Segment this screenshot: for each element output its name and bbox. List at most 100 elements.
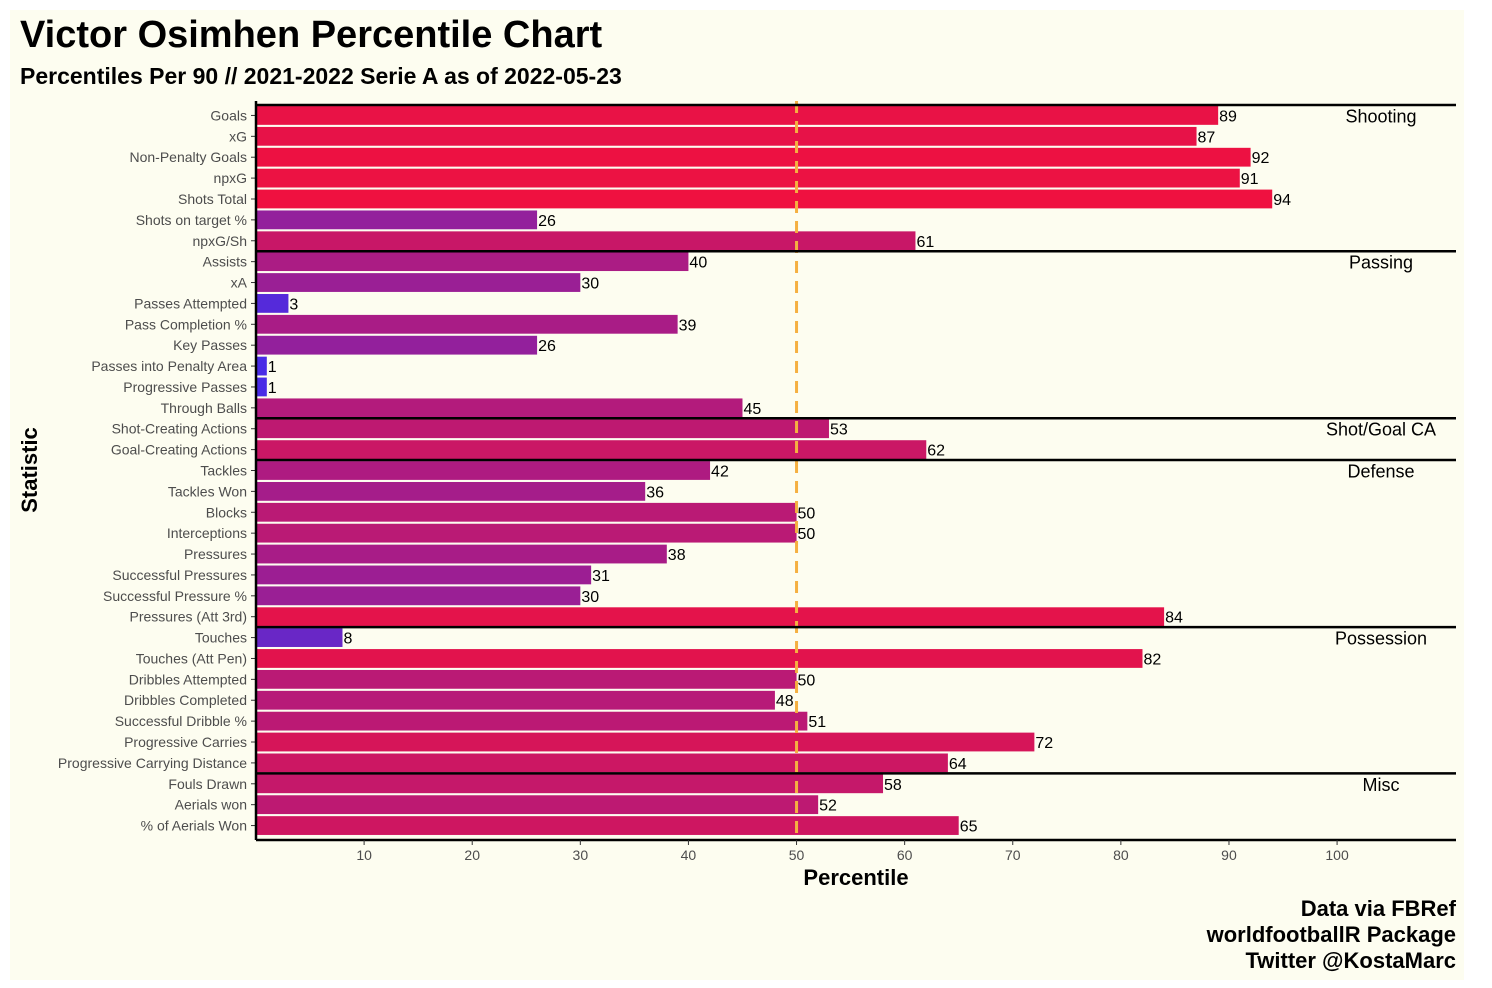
- category-label-28: Dribbles Attempted: [129, 671, 247, 687]
- group-label-2: Passing: [1349, 253, 1413, 273]
- category-label-18: Tackles: [200, 463, 247, 479]
- bar-10: [256, 294, 289, 313]
- bar-17: [256, 440, 927, 460]
- bar-3: [256, 147, 1251, 167]
- bar-16: [256, 419, 829, 439]
- category-label-10: Passes Attempted: [134, 295, 247, 311]
- category-label-24: Successful Pressure %: [103, 588, 247, 604]
- category-label-17: Goal-Creating Actions: [111, 442, 247, 458]
- value-label-31: 72: [1035, 735, 1053, 752]
- value-label-23: 31: [592, 568, 610, 585]
- value-label-27: 82: [1143, 651, 1161, 668]
- value-label-12: 26: [538, 338, 556, 355]
- x-tick-label-7: 70: [1005, 847, 1021, 863]
- value-label-30: 51: [808, 714, 826, 731]
- group-label-5: Possession: [1335, 629, 1427, 649]
- category-label-32: Progressive Carrying Distance: [58, 755, 247, 771]
- bar-20: [256, 502, 797, 522]
- bar-26: [256, 628, 343, 647]
- value-label-5: 94: [1273, 192, 1291, 209]
- category-label-16: Shot-Creating Actions: [112, 421, 247, 437]
- value-label-14: 1: [268, 380, 277, 397]
- chart-subtitle: Percentiles Per 90 // 2021-2022 Serie A …: [20, 63, 622, 89]
- bar-32: [256, 753, 948, 773]
- category-label-26: Touches: [195, 630, 247, 646]
- x-tick-label-9: 90: [1221, 847, 1237, 863]
- value-label-8: 40: [689, 255, 707, 272]
- category-label-13: Passes into Penalty Area: [91, 358, 247, 374]
- bar-24: [256, 586, 581, 606]
- x-tick-label-10: 100: [1325, 847, 1349, 863]
- value-label-33: 58: [884, 777, 902, 794]
- bar-12: [256, 335, 538, 355]
- category-label-33: Fouls Drawn: [168, 776, 247, 792]
- category-label-35: % of Aerials Won: [141, 818, 247, 834]
- value-label-1: 89: [1219, 108, 1237, 125]
- bar-30: [256, 711, 808, 731]
- value-label-13: 1: [268, 359, 277, 376]
- x-tick-label-3: 30: [573, 847, 589, 863]
- bar-13: [256, 356, 267, 376]
- bar-4: [256, 168, 1240, 188]
- value-label-21: 50: [798, 526, 816, 543]
- category-label-7: npxG/Sh: [193, 233, 247, 249]
- value-label-4: 91: [1241, 171, 1259, 188]
- bar-19: [256, 481, 646, 501]
- value-label-3: 92: [1252, 150, 1270, 167]
- category-label-27: Touches (Att Pen): [136, 650, 247, 666]
- category-label-11: Pass Completion %: [125, 316, 247, 332]
- value-label-22: 38: [668, 547, 686, 564]
- category-label-29: Dribbles Completed: [124, 692, 247, 708]
- bar-22: [256, 544, 667, 564]
- x-axis-title: Percentile: [803, 865, 908, 890]
- category-label-22: Pressures: [184, 546, 247, 562]
- category-label-21: Interceptions: [167, 525, 247, 541]
- value-label-11: 39: [679, 317, 697, 334]
- x-tick-label-5: 50: [789, 847, 805, 863]
- category-label-6: Shots on target %: [136, 212, 247, 228]
- group-label-1: Shooting: [1345, 106, 1416, 126]
- bar-23: [256, 565, 592, 585]
- bar-5: [256, 189, 1273, 209]
- category-label-19: Tackles Won: [168, 483, 247, 499]
- category-label-1: Goals: [210, 107, 247, 123]
- category-label-12: Key Passes: [173, 337, 247, 353]
- caption-line-source: Data via FBRef: [1300, 896, 1456, 921]
- value-label-24: 30: [581, 589, 599, 606]
- category-label-15: Through Balls: [161, 400, 247, 416]
- bar-34: [256, 795, 819, 815]
- category-label-30: Successful Dribble %: [115, 713, 247, 729]
- bar-25: [256, 607, 1165, 627]
- caption: Data via FBRef worldfootballR Package Tw…: [1207, 896, 1456, 974]
- category-label-8: Assists: [203, 254, 247, 270]
- group-label-4: Defense: [1347, 462, 1414, 482]
- value-label-17: 62: [927, 443, 945, 460]
- bar-31: [256, 732, 1035, 752]
- category-label-23: Successful Pressures: [112, 567, 247, 583]
- value-label-2: 87: [1198, 129, 1216, 146]
- value-label-29: 48: [776, 693, 794, 710]
- category-label-14: Progressive Passes: [123, 379, 247, 395]
- value-label-25: 84: [1165, 610, 1183, 627]
- bar-7: [256, 231, 916, 251]
- category-label-20: Blocks: [206, 504, 247, 520]
- value-label-28: 50: [798, 672, 816, 689]
- value-label-16: 53: [830, 422, 848, 439]
- bar-1: [256, 106, 1219, 125]
- category-label-5: Shots Total: [178, 191, 247, 207]
- value-label-20: 50: [798, 505, 816, 522]
- value-label-6: 26: [538, 213, 556, 230]
- x-tick-label-4: 40: [681, 847, 697, 863]
- bar-35: [256, 816, 959, 835]
- x-tick-label-6: 60: [897, 847, 913, 863]
- x-tick-label-2: 20: [464, 847, 480, 863]
- value-label-35: 65: [960, 819, 978, 836]
- bar-18: [256, 461, 711, 480]
- bar-27: [256, 649, 1143, 668]
- bar-15: [256, 398, 743, 418]
- category-label-4: npxG: [214, 170, 247, 186]
- bar-29: [256, 690, 775, 710]
- x-tick-label-1: 10: [356, 847, 372, 863]
